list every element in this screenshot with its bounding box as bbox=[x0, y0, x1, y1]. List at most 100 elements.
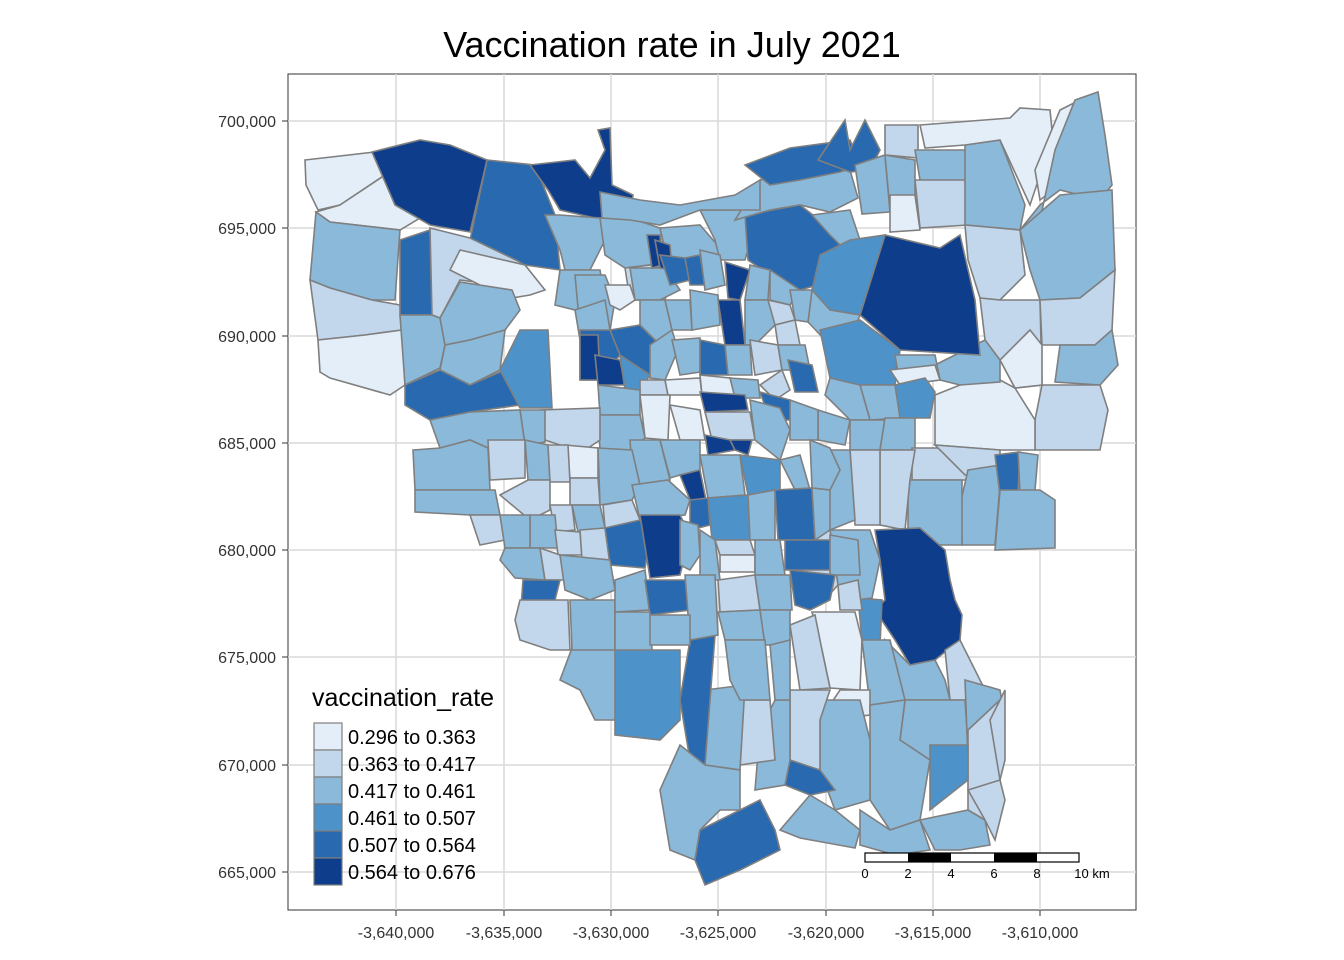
map-region bbox=[724, 639, 771, 701]
map-region bbox=[698, 391, 749, 413]
legend-label: 0.461 to 0.507 bbox=[348, 808, 476, 830]
y-tick-label: 695,000 bbox=[218, 221, 276, 238]
legend-label: 0.417 to 0.461 bbox=[348, 781, 476, 803]
map-region bbox=[914, 179, 969, 229]
map-region bbox=[559, 554, 616, 601]
map-region bbox=[597, 384, 641, 416]
map-region bbox=[859, 808, 932, 856]
map-region bbox=[1054, 328, 1119, 386]
map-region bbox=[614, 611, 653, 651]
map-region bbox=[744, 299, 776, 346]
x-tick-label: -3,630,000 bbox=[573, 925, 650, 942]
map-region bbox=[888, 364, 942, 386]
map-region bbox=[569, 599, 616, 651]
map-region bbox=[749, 339, 783, 376]
y-tick-label: 675,000 bbox=[218, 650, 276, 667]
map-region bbox=[774, 319, 801, 346]
map-region bbox=[679, 518, 701, 572]
map-region bbox=[789, 398, 819, 441]
map-region bbox=[487, 439, 526, 481]
map-region bbox=[789, 569, 836, 611]
map-region bbox=[499, 329, 553, 409]
y-tick-label: 665,000 bbox=[218, 865, 276, 882]
map-region bbox=[724, 344, 753, 376]
map-region bbox=[929, 744, 969, 812]
scale-bar-label: 0 bbox=[861, 866, 868, 881]
map-region bbox=[699, 248, 726, 291]
legend-swatch bbox=[313, 722, 343, 751]
map-region bbox=[317, 329, 406, 396]
map-region bbox=[774, 487, 816, 541]
map-region bbox=[859, 233, 981, 356]
map-region bbox=[719, 554, 756, 573]
map-region bbox=[499, 514, 531, 549]
map-region bbox=[649, 614, 691, 646]
map-region bbox=[614, 649, 681, 741]
scale-bar-label: 2 bbox=[904, 866, 911, 881]
map-region bbox=[370, 139, 488, 233]
map-region bbox=[837, 579, 863, 611]
scale-bar-label: 4 bbox=[947, 866, 954, 881]
map-region bbox=[569, 477, 601, 506]
map-region bbox=[884, 124, 919, 159]
x-tick-label: -3,625,000 bbox=[680, 925, 757, 942]
map-region bbox=[399, 228, 433, 316]
map-region bbox=[597, 447, 641, 506]
map-region bbox=[749, 398, 791, 462]
map-region bbox=[869, 699, 931, 831]
x-tick-label: -3,615,000 bbox=[895, 925, 972, 942]
x-tick-label: -3,640,000 bbox=[358, 925, 435, 942]
map-region bbox=[728, 439, 754, 457]
map-region bbox=[959, 464, 1001, 546]
map-region bbox=[849, 419, 886, 451]
map-region bbox=[811, 487, 831, 542]
map-region bbox=[707, 494, 751, 541]
map-region bbox=[769, 638, 791, 701]
map-region bbox=[744, 264, 771, 301]
map-region bbox=[717, 574, 761, 613]
map-region bbox=[694, 798, 781, 887]
map-region bbox=[414, 489, 501, 516]
map-region bbox=[644, 579, 691, 616]
map-region bbox=[649, 328, 679, 381]
legend-swatch bbox=[313, 803, 343, 832]
map-region bbox=[699, 454, 746, 499]
legend-swatch bbox=[313, 749, 343, 778]
legend-label: 0.363 to 0.417 bbox=[348, 754, 476, 776]
map-region bbox=[918, 809, 991, 851]
map-region bbox=[547, 444, 571, 483]
map-region bbox=[754, 574, 793, 611]
y-axis: 700,000 695,000 690,000 685,000 680,000 675,0… bbox=[218, 114, 288, 882]
map-region bbox=[603, 284, 636, 311]
map-region bbox=[499, 547, 546, 581]
y-tick-label: 680,000 bbox=[218, 543, 276, 560]
map-region bbox=[514, 599, 571, 651]
legend-label: 0.296 to 0.363 bbox=[348, 727, 476, 749]
map-region bbox=[543, 214, 606, 271]
legend-swatch bbox=[313, 776, 343, 805]
legend-label: 0.564 to 0.676 bbox=[348, 862, 476, 884]
map-regions bbox=[304, 90, 1119, 887]
map-region bbox=[529, 514, 559, 549]
scale-bar-label: 6 bbox=[990, 866, 997, 881]
map-region bbox=[631, 479, 691, 521]
map-region bbox=[659, 743, 741, 862]
map-region bbox=[1034, 384, 1109, 451]
map-region bbox=[554, 529, 583, 556]
scale-bar-label: 10 km bbox=[1074, 866, 1109, 881]
legend-swatch bbox=[313, 830, 343, 859]
map-region bbox=[699, 339, 729, 376]
legend-swatch bbox=[313, 857, 343, 886]
map-region bbox=[713, 539, 757, 556]
map-region bbox=[789, 613, 831, 691]
map-title: Vaccination rate in July 2021 bbox=[443, 24, 901, 65]
map-region bbox=[889, 194, 921, 233]
map-region bbox=[599, 178, 761, 226]
map-region bbox=[786, 358, 819, 393]
legend-label: 0.507 to 0.564 bbox=[348, 835, 476, 857]
map-region bbox=[994, 451, 1021, 496]
map-region bbox=[816, 117, 881, 173]
map-region bbox=[994, 489, 1056, 551]
scale-bar: 0 2 4 6 8 10 km bbox=[861, 852, 1110, 881]
